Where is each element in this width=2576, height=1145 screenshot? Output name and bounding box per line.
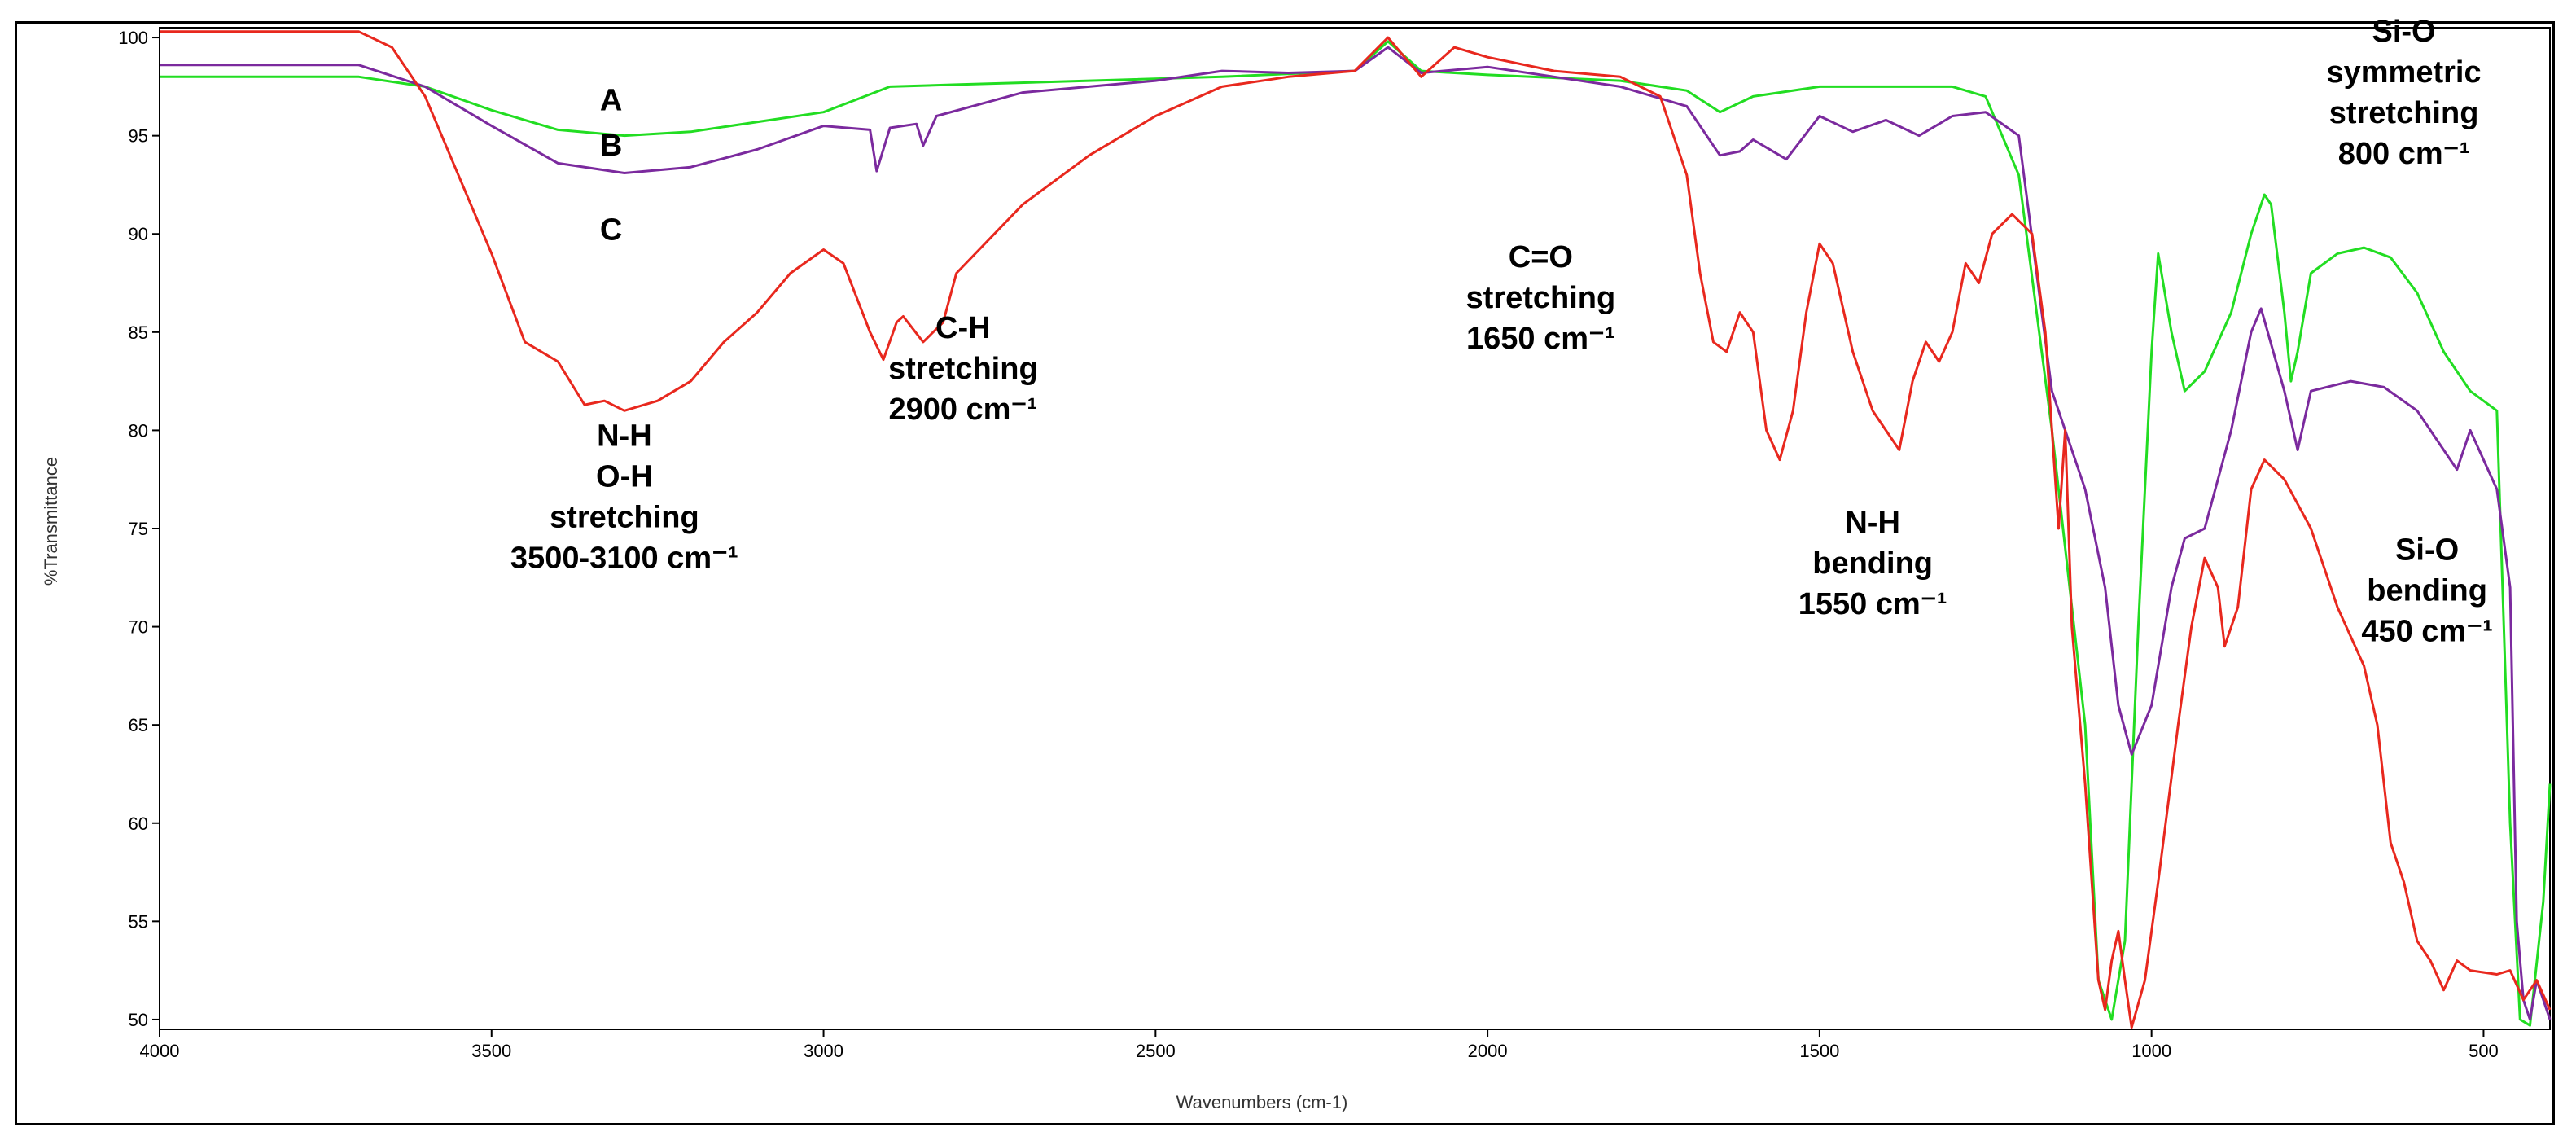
y-tick-label: 55 xyxy=(129,911,148,932)
annotation-7: Si-O symmetric stretching 800 cm⁻¹ xyxy=(2327,15,2482,171)
y-tick-label: 65 xyxy=(129,715,148,735)
chart-frame xyxy=(15,21,2555,1125)
y-tick-label: 95 xyxy=(129,126,148,147)
x-tick-label: 500 xyxy=(2469,1041,2499,1061)
series-line-a xyxy=(160,40,2552,1027)
annotation-5: C=O stretching 1650 cm⁻¹ xyxy=(1466,240,1616,356)
series-line-b xyxy=(160,46,2552,1021)
x-tick-label: 1000 xyxy=(2131,1041,2171,1061)
x-tick-label: 2000 xyxy=(1468,1041,1508,1061)
axis-ticks: 4000 3500 3000 2500 2000 1500 1000 500 100 95 90 85… xyxy=(118,28,2499,1061)
y-tick-label: 60 xyxy=(129,814,148,834)
peak-annotations: AB C N-H O-H stretching 3500-3100 cm⁻¹ C-H stre… xyxy=(510,15,2493,649)
annotation-6: N-H bending 1550 cm⁻¹ xyxy=(1798,506,1947,621)
x-tick-label: 1500 xyxy=(1799,1041,1839,1061)
y-tick-label: 75 xyxy=(129,519,148,539)
y-tick-label: 80 xyxy=(129,420,148,441)
x-tick-label: 4000 xyxy=(140,1041,180,1061)
y-tick-label: 100 xyxy=(118,28,148,48)
annotation-4: C-H stretching 2900 cm⁻¹ xyxy=(888,311,1038,427)
annotation-0: A xyxy=(600,83,622,117)
annotation-3: N-H O-H stretching 3500-3100 cm⁻¹ xyxy=(510,419,738,576)
annotation-8: Si-O bending 450 cm⁻¹ xyxy=(2361,533,2493,649)
x-tick-label: 2500 xyxy=(1136,1041,1176,1061)
annotation-2: C xyxy=(600,213,622,247)
x-tick-label: 3500 xyxy=(471,1041,511,1061)
x-tick-label: 3000 xyxy=(804,1041,843,1061)
spectra-series xyxy=(160,30,2552,1029)
series-line-c xyxy=(160,30,2552,1029)
y-tick-label: 50 xyxy=(129,1010,148,1030)
y-axis-title: %Transmittance xyxy=(41,457,61,586)
plot-area xyxy=(159,27,2551,1030)
y-tick-label: 85 xyxy=(129,322,148,343)
y-tick-label: 70 xyxy=(129,617,148,638)
annotation-1: B xyxy=(600,129,622,163)
x-axis-title: Wavenumbers (cm-1) xyxy=(1176,1092,1348,1112)
y-tick-label: 90 xyxy=(129,224,148,244)
